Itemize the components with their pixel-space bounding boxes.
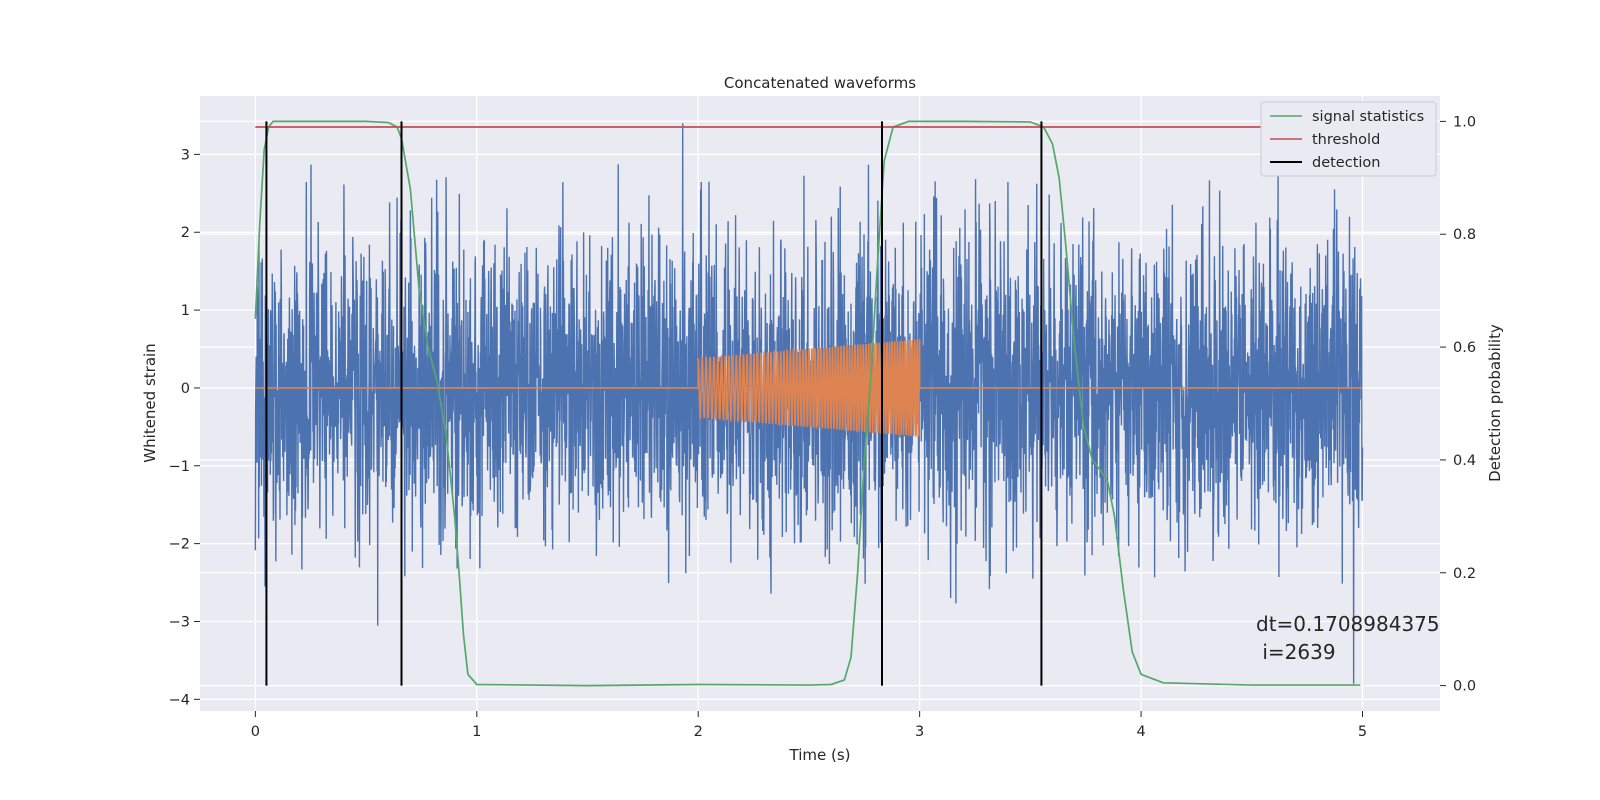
annotation: dt=0.1708984375 i=2639 [1256,612,1440,664]
legend: signal statistics threshold detection [1260,101,1437,177]
x-tick-label: 0 [251,724,260,740]
right-y-ticks: 0.0 0.2 0.4 0.6 0.8 1.0 [1440,114,1476,695]
right-y-tick-label: 0.2 [1453,566,1476,582]
legend-box [1260,101,1437,177]
left-y-tick-label: 0 [181,381,190,397]
x-tick-label: 2 [694,724,703,740]
y-axis-label-right: Detection probability [1486,324,1504,482]
legend-label-signal-statistics: signal statistics [1312,109,1424,125]
chart-title: Concatenated waveforms [724,74,916,92]
annotation-dt: dt=0.1708984375 [1256,612,1440,636]
x-axis-label: Time (s) [789,746,851,764]
strain-series-line [254,123,1364,684]
x-tick-label: 3 [915,724,924,740]
signal-statistics-line [254,120,1361,687]
left-y-tick-label: 3 [181,147,190,163]
left-y-tick-label: −1 [169,459,190,475]
x-tick-label: 4 [1136,724,1145,740]
left-y-ticks: −4 −3 −2 −1 0 1 2 3 [169,147,200,708]
legend-label-detection: detection [1312,155,1380,171]
x-tick-label: 1 [472,724,481,740]
right-y-tick-label: 1.0 [1453,114,1476,130]
left-y-tick-label: −3 [169,614,190,630]
left-y-tick-label: 2 [181,225,190,241]
x-tick-label: 5 [1358,724,1367,740]
legend-label-threshold: threshold [1312,132,1380,148]
right-y-tick-label: 0.0 [1453,679,1476,695]
plot-area [254,120,1364,687]
left-y-tick-label: 1 [181,303,190,319]
right-y-tick-label: 0.6 [1453,340,1476,356]
annotation-index: i=2639 [1256,640,1336,664]
right-y-tick-label: 0.8 [1453,227,1476,243]
y-axis-label: Whitened strain [141,343,159,462]
left-y-tick-label: −2 [169,537,190,553]
right-y-tick-label: 0.4 [1453,453,1476,469]
x-ticks: 0 1 2 3 4 5 [251,711,1367,740]
left-y-tick-label: −4 [169,692,190,708]
grid-lines [200,96,1440,711]
